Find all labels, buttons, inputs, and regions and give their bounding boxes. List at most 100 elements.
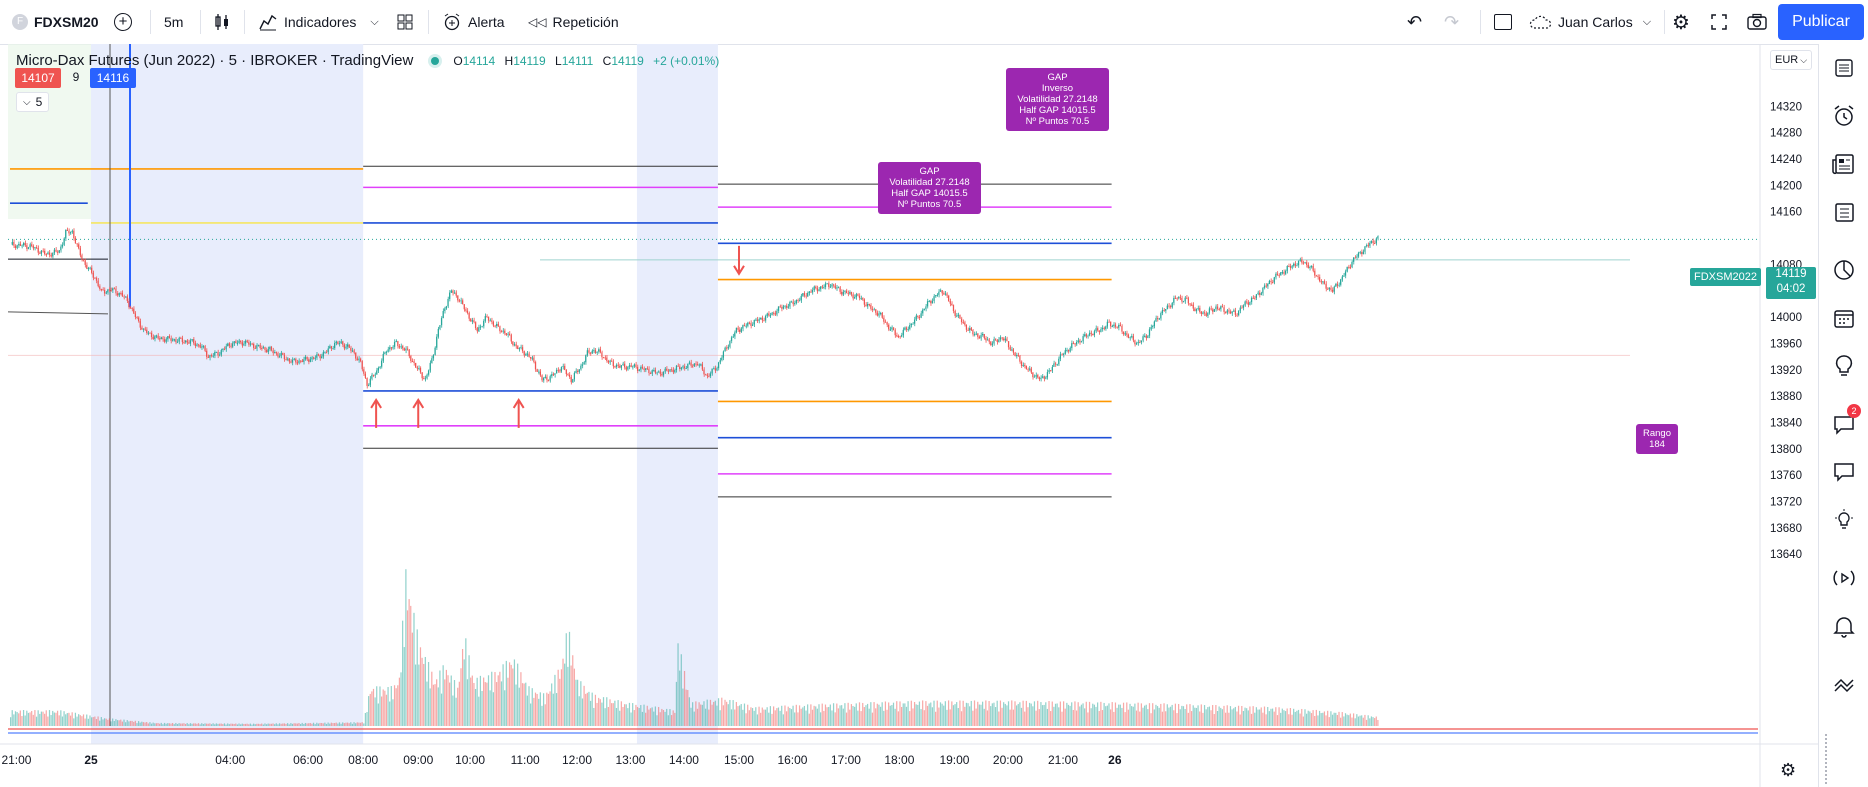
hotlists-button[interactable] xyxy=(1830,256,1858,284)
candle-body xyxy=(1048,370,1050,373)
volume-bar xyxy=(387,687,389,726)
indicators-button[interactable]: Indicadores ⌵ xyxy=(258,0,379,44)
candle-body xyxy=(732,336,734,338)
gap-annotation[interactable]: GAP Volatilidad 27.2148 Half GAP 14015.5… xyxy=(878,162,981,214)
publish-button[interactable]: Publicar xyxy=(1778,4,1864,40)
layout-button[interactable] xyxy=(1494,0,1512,44)
volume-bar xyxy=(1092,703,1094,726)
volume-bar xyxy=(750,707,752,726)
volume-bar xyxy=(1283,710,1285,726)
volume-bar xyxy=(1364,714,1366,726)
undo-button[interactable]: ↶ xyxy=(1407,0,1422,44)
volume-bar xyxy=(1361,715,1363,726)
notifications-button[interactable] xyxy=(1830,612,1858,640)
replay-button[interactable]: ◁◁ Repetición xyxy=(528,0,619,44)
sell-button[interactable]: 14107 xyxy=(15,68,61,88)
compare-add-button[interactable]: + xyxy=(114,0,132,44)
volume-bar xyxy=(220,723,222,726)
volume-bar xyxy=(1119,704,1121,726)
panel-resize-handle[interactable] xyxy=(1825,734,1831,784)
candle-body xyxy=(947,295,950,302)
volume-bar xyxy=(168,723,170,726)
volume-bar xyxy=(982,701,984,726)
currency-button[interactable]: EUR ⌵ xyxy=(1770,50,1813,70)
user-layout-menu[interactable]: Juan Carlos ⌵ xyxy=(1528,0,1651,44)
candle-body xyxy=(1302,262,1304,264)
candle-body xyxy=(1310,266,1313,268)
volume-bar xyxy=(1218,706,1220,726)
volume-bar xyxy=(238,723,240,726)
chart-title[interactable]: Micro-Dax Futures (Jun 2022) · 5 · IBROK… xyxy=(16,52,414,69)
candle-body xyxy=(559,370,561,372)
volume-bar xyxy=(1114,702,1117,726)
screener-button[interactable] xyxy=(1830,564,1858,592)
candle-body xyxy=(444,308,446,311)
chats-button[interactable]: 2 xyxy=(1830,404,1861,438)
candle-body xyxy=(175,339,177,343)
price-tick-label: 14160 xyxy=(1770,207,1802,219)
settings-button[interactable]: ⚙ xyxy=(1672,0,1690,44)
buy-button[interactable]: 14116 xyxy=(90,68,136,88)
candle-body xyxy=(1226,310,1228,313)
volume-bar xyxy=(1134,703,1136,726)
volume-bar xyxy=(1093,704,1095,726)
interval-button[interactable]: 5m xyxy=(164,0,183,44)
candle-body xyxy=(1150,327,1152,330)
candle-body xyxy=(815,286,817,289)
candle-body xyxy=(66,230,68,232)
alarm-plus-icon xyxy=(444,13,460,31)
volume-bar xyxy=(1268,711,1270,726)
price-chart[interactable]: 1432014280142401420014160140801404014000… xyxy=(0,44,1818,787)
volume-bar xyxy=(210,724,213,726)
volume-bar xyxy=(487,675,490,726)
volume-bar xyxy=(972,710,974,726)
candle-body xyxy=(870,304,872,309)
templates-button[interactable] xyxy=(396,0,414,44)
alerts-button[interactable] xyxy=(1830,102,1858,130)
chart-type-button[interactable] xyxy=(213,0,231,44)
candle-body xyxy=(1165,309,1167,311)
candle-body xyxy=(353,350,355,353)
volume-bar xyxy=(432,684,435,726)
candle-body xyxy=(1336,283,1338,286)
volume-bar xyxy=(1278,707,1280,726)
volume-bar xyxy=(517,663,519,726)
volume-bar xyxy=(1064,708,1066,726)
candle-body xyxy=(614,366,616,368)
watchlist-button[interactable] xyxy=(1830,54,1858,82)
symbol-search[interactable]: F FDXSM20 xyxy=(12,0,99,44)
candle-body xyxy=(231,343,234,347)
news-button[interactable] xyxy=(1830,150,1858,178)
volume-bar xyxy=(228,724,230,726)
volume-bar xyxy=(909,711,911,726)
volume-bar xyxy=(18,713,20,726)
snapshot-button[interactable] xyxy=(1746,0,1768,44)
candle-body xyxy=(1327,288,1329,290)
volume-bar xyxy=(855,703,857,726)
time-tick-label: 19:00 xyxy=(939,753,969,767)
ideas-stream-button[interactable] xyxy=(1830,506,1858,534)
candle-body xyxy=(31,244,33,247)
volume-bar xyxy=(363,723,365,726)
volume-bar xyxy=(837,708,840,726)
volume-bar xyxy=(534,692,537,726)
volume-bar xyxy=(1020,707,1023,726)
chart-settings-button[interactable]: ⚙ xyxy=(1780,760,1796,781)
indicator-collapse-button[interactable]: ⌵ 5 xyxy=(16,92,50,112)
chart-pane[interactable]: 1432014280142401420014160140801404014000… xyxy=(0,44,1818,787)
range-annotation[interactable]: Rango 184 xyxy=(1636,424,1678,454)
ideas-button[interactable] xyxy=(1830,352,1858,380)
candle-body xyxy=(787,306,789,308)
candle-body xyxy=(994,339,997,341)
alert-button[interactable]: Alerta xyxy=(442,0,505,44)
data-window-button[interactable] xyxy=(1830,198,1858,226)
candle-body xyxy=(1225,311,1227,313)
calendar-button[interactable] xyxy=(1830,304,1858,332)
candle-body xyxy=(1241,307,1243,309)
inverse-gap-annotation[interactable]: GAP Inverso Volatilidad 27.2148 Half GAP… xyxy=(1006,68,1109,131)
streams-button[interactable] xyxy=(1830,458,1858,486)
redo-button[interactable]: ↷ xyxy=(1444,0,1459,44)
collapse-panel-button[interactable] xyxy=(1830,670,1858,698)
fullscreen-button[interactable] xyxy=(1710,0,1728,44)
volume-bar xyxy=(687,690,689,726)
